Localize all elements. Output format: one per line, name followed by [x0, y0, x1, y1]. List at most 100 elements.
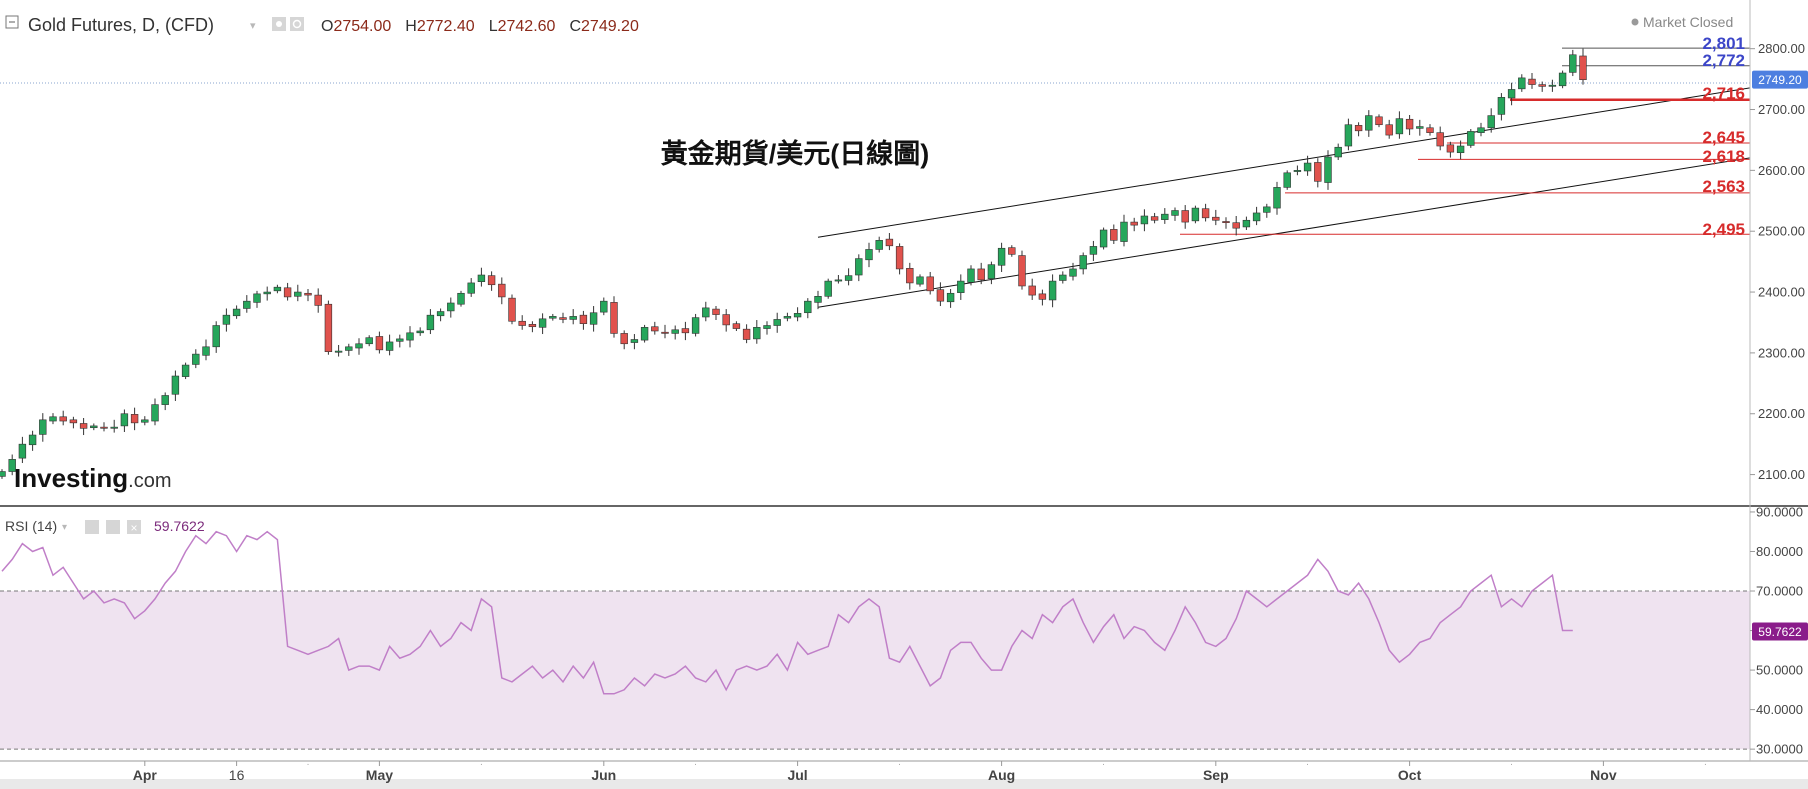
settings-gear-icon[interactable] [290, 17, 304, 31]
candle-body [1324, 156, 1332, 183]
candle-body [844, 275, 853, 281]
candle-body [1008, 247, 1016, 255]
candle-body [508, 297, 516, 322]
candle-body [79, 423, 88, 429]
candle-body [1354, 125, 1363, 132]
candle-body [212, 325, 220, 348]
candle-body [1161, 213, 1169, 220]
candle-body [1140, 215, 1149, 225]
candle-body [895, 246, 904, 270]
status-dot-icon [1631, 18, 1639, 26]
collapse-toggle-icon[interactable] [5, 15, 19, 29]
candle-body [365, 337, 373, 345]
price-tick-label: 2500.00 [1758, 224, 1805, 239]
candle-body [1436, 132, 1444, 147]
candle-body [957, 280, 965, 293]
candle-body [906, 268, 914, 284]
level-label: 2,772 [1702, 51, 1745, 70]
candle-body [640, 327, 649, 341]
candle-body [1477, 127, 1485, 133]
level-label: 2,716 [1702, 84, 1745, 103]
candle-body [314, 294, 322, 306]
candle-body [192, 353, 200, 365]
candle-body [1120, 221, 1128, 242]
candle-body [1467, 131, 1475, 146]
time-tick-label: Sep [1203, 767, 1229, 783]
scrollbar-track[interactable] [0, 779, 1808, 789]
candle-body [69, 419, 78, 424]
rsi-visibility-icon[interactable] [85, 520, 99, 534]
candle-body [263, 291, 271, 295]
candle-body [1528, 78, 1536, 85]
candle-body [875, 240, 883, 250]
rsi-dropdown-icon[interactable]: ▾ [62, 522, 67, 533]
rsi-label[interactable]: RSI (14) [5, 518, 57, 534]
candle-body [294, 291, 302, 297]
candle-body [304, 292, 312, 296]
candle-body [1344, 124, 1353, 147]
candle-body [222, 314, 231, 325]
rsi-line [1, 530, 1573, 695]
rsi-tick-label: 50.0000 [1756, 663, 1803, 678]
candle-body [936, 289, 945, 302]
time-axis: Apr 16 May Jun Jul Aug Sep Oct Nov · · · · · · · · [133, 759, 1707, 783]
candle-body [1273, 187, 1281, 209]
price-badge: 2749.20 [1752, 70, 1808, 89]
rsi-tick-label: 90.0000 [1756, 504, 1803, 519]
candle-body [467, 282, 475, 294]
candle-body [345, 346, 353, 351]
minor-tick: · [694, 759, 697, 770]
candle-body [1171, 210, 1179, 216]
candle-body [457, 292, 465, 305]
chart-overlay-title: 黃金期貨/美元(日線圖) [661, 138, 929, 169]
rsi-legend[interactable]: RSI (14) ▾ × 59.7622 [5, 518, 205, 535]
candle-body [589, 312, 598, 325]
svg-text:×: × [130, 521, 137, 535]
candle-body [1558, 72, 1567, 87]
time-tick-label: Jun [591, 767, 616, 783]
candle-body [1569, 54, 1577, 73]
candle-body [1487, 115, 1495, 129]
candle-body [273, 286, 282, 292]
rsi-close-icon[interactable] [127, 520, 141, 534]
candle-body [1395, 118, 1404, 135]
svg-text:59.7622: 59.7622 [1758, 625, 1802, 639]
candle-body [1314, 162, 1322, 182]
rsi-settings-icon[interactable] [106, 520, 120, 534]
symbol-dropdown-icon[interactable]: ▾ [250, 20, 256, 32]
candle-body [997, 247, 1006, 266]
candle-body [334, 350, 343, 353]
candle-body [712, 308, 720, 315]
candle-body [1222, 221, 1230, 223]
candle-body [1232, 222, 1240, 229]
candle-body [1038, 293, 1047, 300]
candle-body [406, 332, 414, 341]
rsi-value-badge: 59.7622 [1752, 622, 1808, 641]
minor-tick: · [1306, 759, 1309, 770]
symbol-legend[interactable]: Gold Futures, D, (CFD) ▾ O2754.00 H2772.4… [5, 15, 639, 35]
minor-tick: · [306, 759, 309, 770]
candle-body [447, 302, 455, 312]
candle-body [487, 275, 496, 286]
price-tick-label: 2800.00 [1758, 41, 1805, 56]
candle-body [396, 338, 404, 342]
symbol-title[interactable]: Gold Futures, D, (CFD) [28, 15, 214, 35]
candle-body [90, 425, 98, 429]
candle-body [436, 311, 445, 317]
candle-body [0, 471, 6, 477]
price-axis: 2100.00 2200.00 2300.00 2400.00 2500.00 2600.… [1750, 41, 1805, 482]
candlesticks [0, 48, 1587, 479]
channel-upper-line [817, 87, 1750, 238]
candle-body [600, 300, 608, 313]
candle-body [732, 323, 741, 329]
candle-body [926, 276, 934, 292]
candle-body [1099, 229, 1108, 248]
candle-body [1130, 221, 1138, 226]
candle-body [651, 326, 659, 332]
candle-body [202, 346, 210, 356]
candle-body [1579, 55, 1587, 81]
time-tick-label: Jul [787, 767, 807, 783]
price-tick-label: 2200.00 [1758, 406, 1805, 421]
candle-body [691, 317, 700, 334]
candle-body [814, 296, 822, 303]
